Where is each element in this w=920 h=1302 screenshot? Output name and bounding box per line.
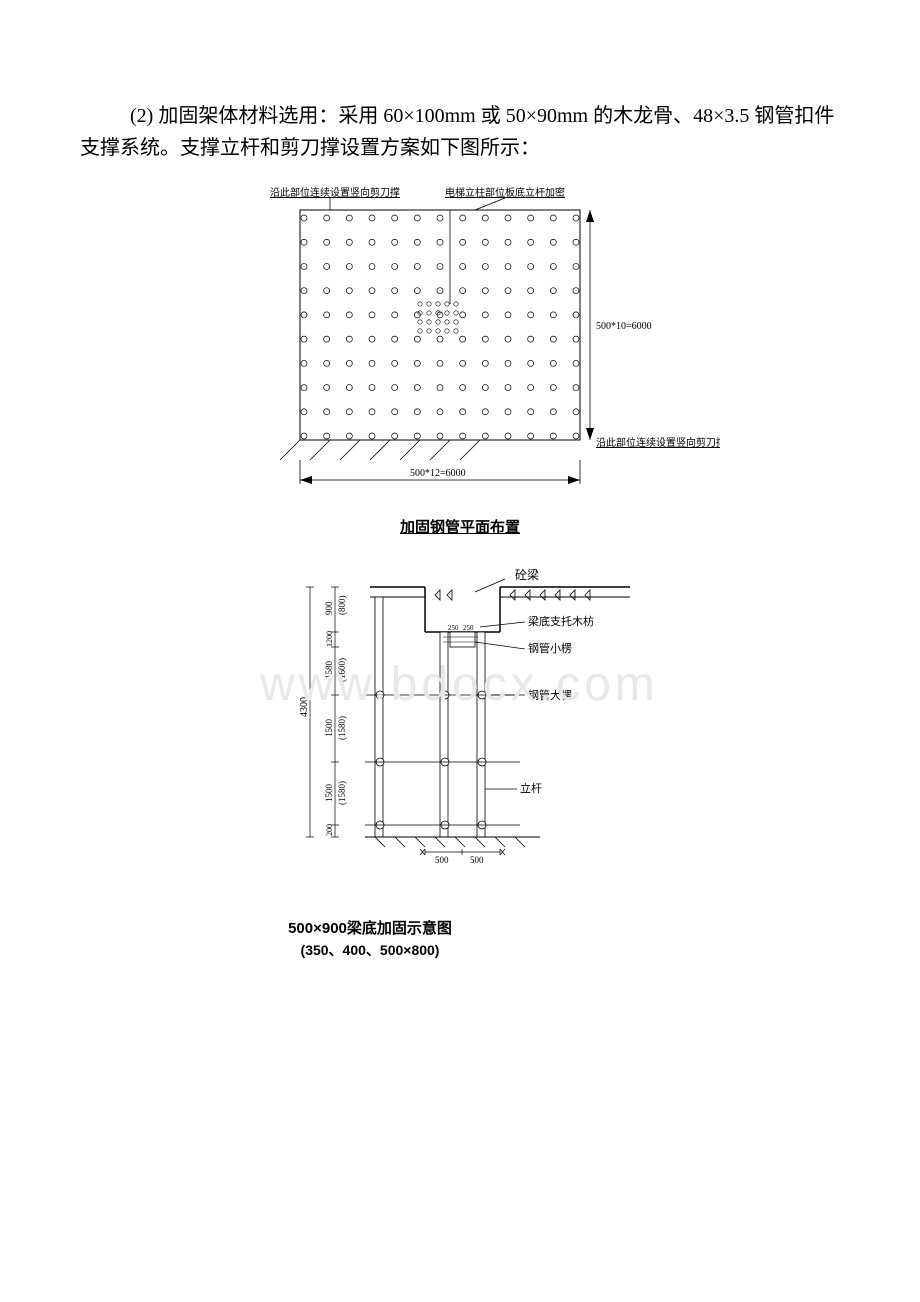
label-large-purlin: 钢管大楞 — [528, 688, 572, 702]
figure-1-caption: 加固钢管平面布置 — [80, 516, 840, 537]
annotation-top-right: 电梯立柱部位板底立杆加密 — [445, 186, 565, 199]
figure-2-subcaption: (350、400、500×800) — [0, 940, 840, 960]
svg-text:1500: 1500 — [324, 784, 334, 803]
svg-text:(1580): (1580) — [337, 781, 347, 805]
svg-text:250: 250 — [448, 624, 459, 632]
figure-1-container: 沿此部位连续设置竖向剪刀撑 电梯立柱部位板底立杆加密 — [80, 184, 840, 537]
svg-text:500: 500 — [470, 855, 484, 865]
svg-text:1200: 1200 — [325, 631, 334, 647]
plan-view-diagram: 沿此部位连续设置竖向剪刀撑 电梯立柱部位板底立杆加密 — [200, 184, 720, 504]
label-small-purlin: 钢管小楞 — [528, 641, 572, 655]
svg-text:(800): (800) — [337, 596, 347, 616]
svg-text:1500: 1500 — [324, 719, 334, 738]
svg-text:200: 200 — [325, 824, 334, 836]
figure-2-caption: 500×900梁底加固示意图 — [0, 917, 840, 938]
svg-text:250: 250 — [463, 624, 474, 632]
svg-text:1580: 1580 — [324, 661, 334, 680]
body-paragraph: (2) 加固架体材料选用：采用 60×100mm 或 50×90mm 的木龙骨、… — [80, 100, 840, 164]
svg-text:500: 500 — [435, 855, 449, 865]
dim-right: 500*10=6000 — [596, 321, 652, 332]
annotation-bottom-right: 沿此部位连续设置竖向剪刀撑 — [596, 436, 720, 449]
dim-total: 4300 — [299, 697, 310, 717]
svg-text:(1580): (1580) — [337, 716, 347, 740]
svg-text:(1600): (1600) — [337, 658, 347, 682]
svg-text:900: 900 — [324, 601, 334, 615]
dim-bottom: 500*12=6000 — [410, 468, 466, 479]
annotation-top-left: 沿此部位连续设置竖向剪刀撑 — [270, 186, 400, 199]
figure-2-container: www.bdocx.com — [80, 567, 840, 960]
section-diagram: 砼梁 250 250 — [280, 567, 700, 907]
label-beam: 砼梁 — [515, 567, 539, 582]
label-post: 立杆 — [520, 781, 542, 795]
label-wood: 梁底支托木枋 — [528, 614, 594, 628]
